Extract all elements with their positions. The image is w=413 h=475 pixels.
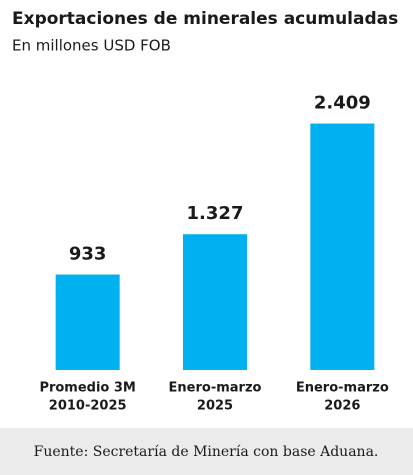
bar — [55, 274, 120, 370]
source-note: Fuente: Secretaría de Minería con base A… — [34, 444, 379, 460]
value-label: 1.327 — [187, 203, 244, 224]
bar — [310, 123, 375, 370]
chart-subtitle: En millones USD FOB — [12, 37, 171, 55]
x-tick-label: 2026 — [324, 399, 360, 414]
value-label: 933 — [69, 244, 107, 265]
x-tick-label: Enero-marzo — [296, 381, 389, 396]
x-tick-label: Promedio 3M — [39, 381, 135, 396]
bar — [183, 234, 247, 370]
x-tick-label: 2025 — [197, 399, 233, 414]
value-label: 2.409 — [314, 93, 371, 114]
x-tick-label: Enero-marzo — [169, 381, 262, 396]
x-tick-label: 2010-2025 — [49, 399, 127, 414]
chart-title: Exportaciones de minerales acumuladas — [12, 9, 398, 29]
footer-band — [0, 428, 413, 475]
